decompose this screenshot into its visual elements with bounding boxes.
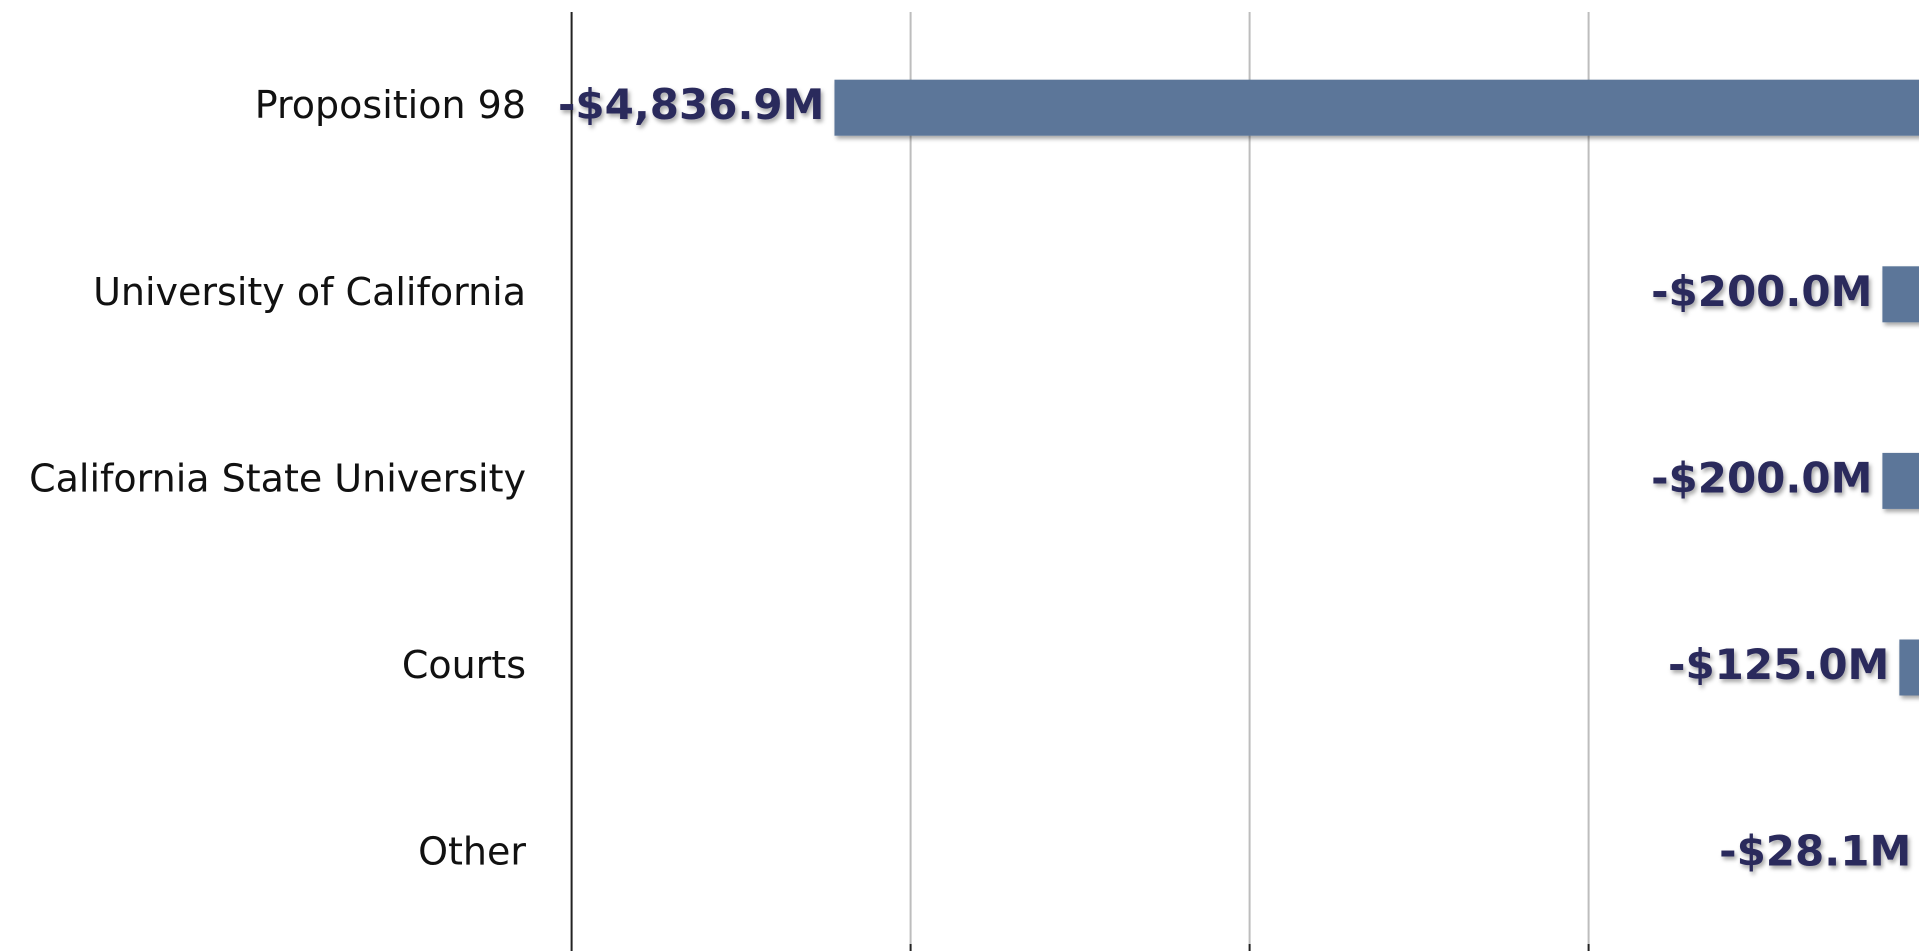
category-label: Proposition 98 xyxy=(255,83,526,127)
value-label: -$125.0M xyxy=(1668,640,1889,689)
bar xyxy=(1882,266,1919,323)
category-label: Courts xyxy=(402,643,526,687)
bar xyxy=(834,79,1919,136)
category-label: California State University xyxy=(29,456,526,500)
value-label: -$28.1M xyxy=(1719,827,1911,876)
bar xyxy=(1899,639,1919,696)
bar xyxy=(1882,452,1919,509)
category-label: Other xyxy=(418,830,526,874)
value-label: -$4,836.9M xyxy=(558,80,824,129)
value-label: -$200.0M xyxy=(1651,453,1872,502)
category-label: University of California xyxy=(93,270,526,314)
value-label: -$200.0M xyxy=(1651,267,1872,316)
